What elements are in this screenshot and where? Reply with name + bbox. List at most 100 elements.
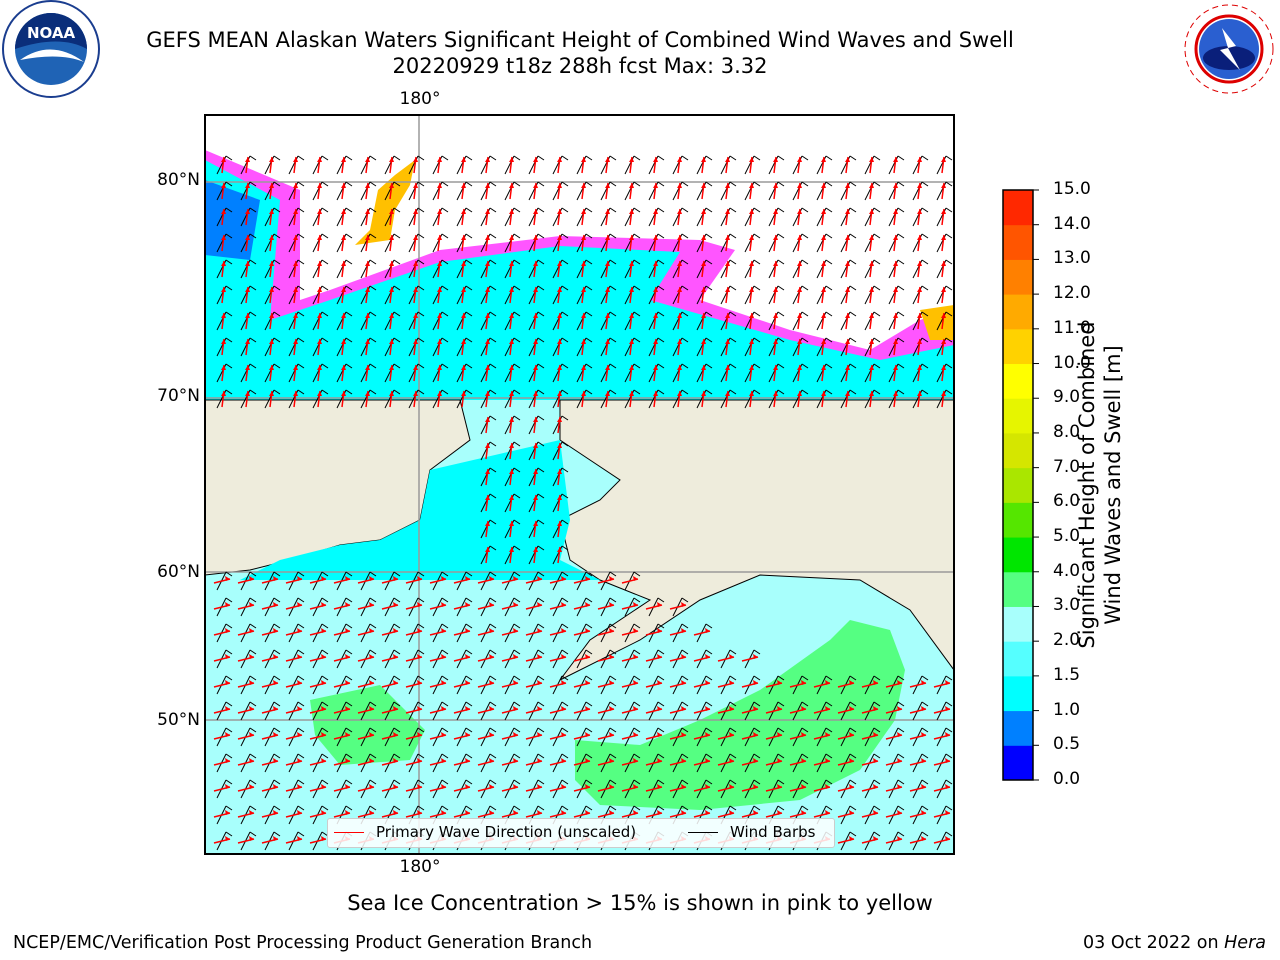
- wave-arrow-head: [797, 235, 802, 240]
- wind-barb-feather: [297, 805, 305, 811]
- wind-barb-feather: [321, 571, 329, 577]
- wave-arrow-head: [921, 810, 926, 815]
- wind-barb-feather: [441, 701, 449, 707]
- wind-barb-feather: [825, 155, 833, 161]
- wind-barb-feather: [873, 259, 881, 265]
- wave-arrow-head: [417, 680, 422, 685]
- land-alaska: [559, 399, 954, 681]
- wind-barb-feather: [225, 259, 233, 265]
- wave-arrow-head: [465, 654, 470, 659]
- wind-barb-feather: [633, 701, 641, 707]
- wind-barb-feather: [897, 285, 905, 291]
- wave-arrow-head: [921, 836, 926, 841]
- wave-arrow-head: [773, 261, 778, 266]
- wind-barb-feather: [321, 649, 329, 655]
- wave-arrow-head: [729, 732, 734, 737]
- wind-barb-feather: [513, 181, 521, 187]
- wave-arrow-head: [585, 654, 590, 659]
- wave-arrow-head: [369, 784, 374, 789]
- colorbar-segment: [1003, 745, 1033, 781]
- colorbar-tick-label: 7.0: [1053, 456, 1081, 477]
- wave-arrow-head: [561, 628, 566, 633]
- wave-arrow-head: [609, 576, 614, 581]
- wave-arrow-head: [245, 157, 250, 162]
- colorbar-segment: [1003, 363, 1033, 399]
- wind-barb-feather: [537, 337, 545, 343]
- wind-barb-feather: [585, 337, 593, 343]
- wind-barb-feather: [585, 207, 593, 213]
- map-frame: [204, 114, 955, 855]
- wave-arrow-head: [393, 758, 398, 763]
- wind-barb-feather: [369, 753, 377, 759]
- wave-arrow-head: [389, 313, 394, 318]
- wave-arrow-head: [873, 836, 878, 841]
- wind-barb-feather: [705, 649, 713, 655]
- wind-barb-feather: [537, 233, 545, 239]
- wind-barb-feather: [657, 181, 665, 187]
- wind-barb-feather: [729, 727, 737, 733]
- wind-barb-feather: [249, 311, 257, 317]
- wind-barb-feather: [897, 155, 905, 161]
- wave-arrow-head: [797, 365, 802, 370]
- wave-arrow-head: [297, 706, 302, 711]
- wave-arrow-head: [465, 784, 470, 789]
- wave-arrow-head: [465, 576, 470, 581]
- wind-barb-feather: [537, 311, 545, 317]
- wave-arrow-head: [609, 784, 614, 789]
- wind-barb-feather: [609, 363, 617, 369]
- wave-arrow-head: [561, 758, 566, 763]
- wind-barb-feather: [753, 649, 761, 655]
- wave-arrow-head: [681, 602, 686, 607]
- wave-arrow-head: [749, 209, 754, 214]
- wind-barb-feather: [945, 155, 953, 161]
- wave-arrow-head: [533, 443, 538, 448]
- wind-barb-feather: [465, 571, 473, 577]
- wave-arrow-head: [317, 235, 322, 240]
- wave-arrow-head: [485, 443, 490, 448]
- colorbar-tick-label: 14.0: [1053, 213, 1091, 234]
- wave-arrow-head: [269, 287, 274, 292]
- wave-arrow-head: [513, 810, 518, 815]
- wind-barb-feather: [249, 597, 257, 603]
- wind-barb-feather: [801, 207, 809, 213]
- wave-arrow-head: [753, 810, 758, 815]
- wave-arrow-head: [705, 628, 710, 633]
- wind-barb-feather: [897, 753, 905, 759]
- colorbar-tick-label: 11.0: [1053, 317, 1091, 338]
- wave-arrow-head: [321, 576, 326, 581]
- wind-barb-feather: [561, 519, 569, 525]
- colorbar-label-line1: Significant Height of Combined: [1075, 321, 1099, 649]
- wind-barb-feather: [417, 389, 425, 395]
- colorbar-segment: [1003, 190, 1033, 226]
- wind-barb-feather: [537, 363, 545, 369]
- wind-barb-feather: [465, 623, 473, 629]
- wind-barb-feather: [297, 831, 305, 837]
- wind-barb-feather: [345, 311, 353, 317]
- wave-arrow-head: [893, 313, 898, 318]
- red-line-icon: [334, 831, 364, 833]
- wave-arrow-head: [269, 209, 274, 214]
- wind-barb-feather: [297, 597, 305, 603]
- wind-barb-feather: [537, 675, 545, 681]
- wind-barb-feather: [657, 155, 665, 161]
- wave-arrow-head: [509, 235, 514, 240]
- wind-barb-feather: [345, 623, 353, 629]
- wind-barb-feather: [609, 311, 617, 317]
- wind-barb-feather: [489, 545, 497, 551]
- wave-arrow-head: [437, 339, 442, 344]
- wind-barb-feather: [441, 311, 449, 317]
- lon-label-bottom: 180°: [399, 857, 441, 877]
- black-line-icon: [688, 831, 718, 833]
- wind-barb-feather: [777, 389, 785, 395]
- wind-barb-feather: [537, 467, 545, 473]
- wind-barb-feather: [465, 727, 473, 733]
- wave-arrow-head: [893, 339, 898, 344]
- wind-barb-feather: [753, 701, 761, 707]
- wind-barb-feather: [849, 207, 857, 213]
- wind-barb-feather: [537, 753, 545, 759]
- wave-arrow-head: [897, 810, 902, 815]
- lat-label-50: 50°N: [157, 710, 200, 730]
- wind-barb-feather: [393, 285, 401, 291]
- wave-arrow-head: [509, 547, 514, 552]
